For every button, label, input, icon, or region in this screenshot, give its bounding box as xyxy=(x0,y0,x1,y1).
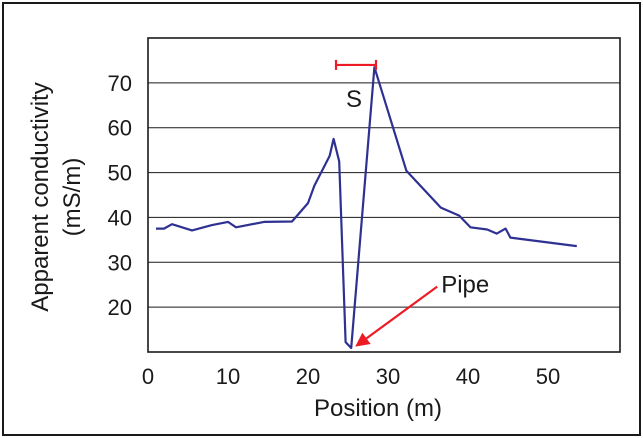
x-tick-label: 20 xyxy=(296,364,320,389)
y-tick-labels: 20 30 40 50 60 70 xyxy=(108,71,132,320)
plot-area xyxy=(147,37,621,353)
y-axis-title-line1: Apparent conductivity xyxy=(27,82,54,311)
annotations: S Pipe xyxy=(334,59,489,347)
y-tick-label: 60 xyxy=(108,116,132,141)
x-tick-label: 0 xyxy=(142,364,154,389)
pipe-arrow xyxy=(365,285,438,340)
gridlines xyxy=(148,82,620,308)
y-tick-label: 70 xyxy=(108,71,132,96)
conductivity-series-line xyxy=(156,66,577,350)
y-tick-label: 40 xyxy=(108,205,132,230)
y-tick-label: 50 xyxy=(108,161,132,186)
x-tick-label: 10 xyxy=(216,364,240,389)
x-tick-label: 30 xyxy=(376,364,400,389)
segment-s-label: S xyxy=(346,86,362,113)
pipe-label: Pipe xyxy=(441,272,489,299)
pipe-arrowhead xyxy=(355,332,371,347)
x-axis-title: Position (m) xyxy=(314,395,442,422)
x-tick-label: 50 xyxy=(536,364,560,389)
x-tick-label: 40 xyxy=(456,364,480,389)
y-axis-title-line2: (mS/m) xyxy=(59,158,86,237)
x-tick-labels: 0 10 20 30 40 50 xyxy=(142,364,560,389)
y-tick-label: 20 xyxy=(108,295,132,320)
y-tick-label: 30 xyxy=(108,250,132,275)
